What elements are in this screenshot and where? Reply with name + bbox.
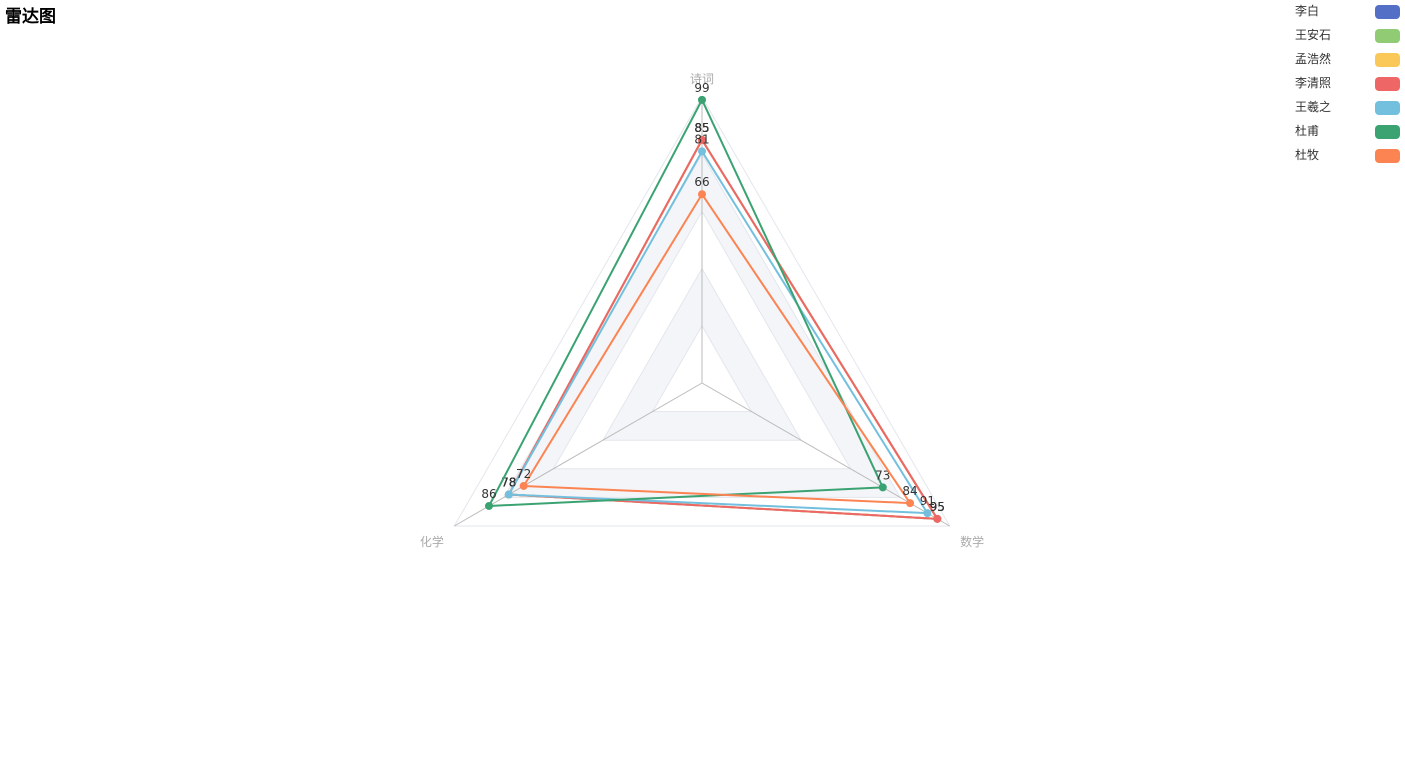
legend-swatch — [1375, 53, 1400, 67]
data-label: 78 — [501, 476, 516, 490]
legend-swatch — [1375, 149, 1400, 163]
series-line — [487, 98, 884, 507]
data-point — [698, 95, 706, 104]
axis-line — [454, 382, 703, 527]
legend-item[interactable]: 杜甫 — [1295, 123, 1400, 147]
data-point — [906, 499, 915, 508]
legend-item[interactable]: 孟浩然 — [1295, 51, 1400, 75]
data-label: 99 — [694, 81, 709, 95]
data-label: 72 — [516, 467, 531, 481]
data-label: 85 — [694, 121, 709, 135]
legend-label: 孟浩然 — [1295, 52, 1332, 66]
legend-swatch — [1375, 77, 1400, 91]
data-label: 85 — [694, 121, 709, 135]
data-label: 95 — [930, 500, 945, 514]
legend-swatch — [1375, 29, 1400, 43]
data-label: 81 — [694, 132, 709, 146]
legend-label: 王安石 — [1295, 28, 1332, 42]
data-label: 95 — [930, 500, 945, 514]
legend-item[interactable]: 李白 — [1295, 3, 1400, 27]
series-line — [507, 138, 939, 520]
legend-label: 李清照 — [1295, 76, 1332, 90]
data-point — [698, 190, 706, 199]
axis-name-label: 化学 — [420, 534, 444, 549]
axis-name-label: 数学 — [960, 534, 984, 549]
series-line — [507, 150, 929, 515]
legend-swatch — [1375, 5, 1400, 19]
data-label: 85 — [694, 121, 709, 135]
legend-label: 李白 — [1295, 4, 1320, 18]
legend-swatch — [1375, 101, 1400, 115]
series-line — [522, 193, 912, 505]
legend-item[interactable]: 王羲之 — [1295, 99, 1400, 123]
data-point — [878, 483, 887, 492]
data-point — [933, 514, 942, 523]
data-label: 66 — [694, 175, 709, 189]
legend-item[interactable]: 王安石 — [1295, 27, 1400, 51]
data-label: 95 — [930, 500, 945, 514]
legend-label: 杜牧 — [1295, 148, 1320, 162]
data-point — [698, 135, 706, 144]
data-label: 91 — [920, 494, 935, 508]
legend-item[interactable]: 杜牧 — [1295, 147, 1400, 171]
legend-label: 杜甫 — [1295, 124, 1320, 138]
data-label: 95 — [930, 500, 945, 514]
legend-swatch — [1375, 125, 1400, 139]
data-point — [484, 501, 493, 510]
data-label: 86 — [481, 487, 496, 501]
data-point — [504, 490, 513, 499]
data-label: 73 — [875, 468, 890, 482]
data-label: 85 — [694, 121, 709, 135]
legend-item[interactable]: 李清照 — [1295, 75, 1400, 99]
legend: 李白王安石孟浩然李清照王羲之杜甫杜牧 — [1295, 3, 1400, 171]
axis-name-label: 诗词 — [690, 72, 714, 86]
chart-title: 雷达图 — [5, 7, 56, 27]
data-label: 84 — [902, 484, 917, 498]
data-point — [698, 147, 706, 156]
legend-label: 王羲之 — [1295, 100, 1332, 114]
data-point — [519, 481, 528, 490]
data-point — [923, 509, 932, 518]
